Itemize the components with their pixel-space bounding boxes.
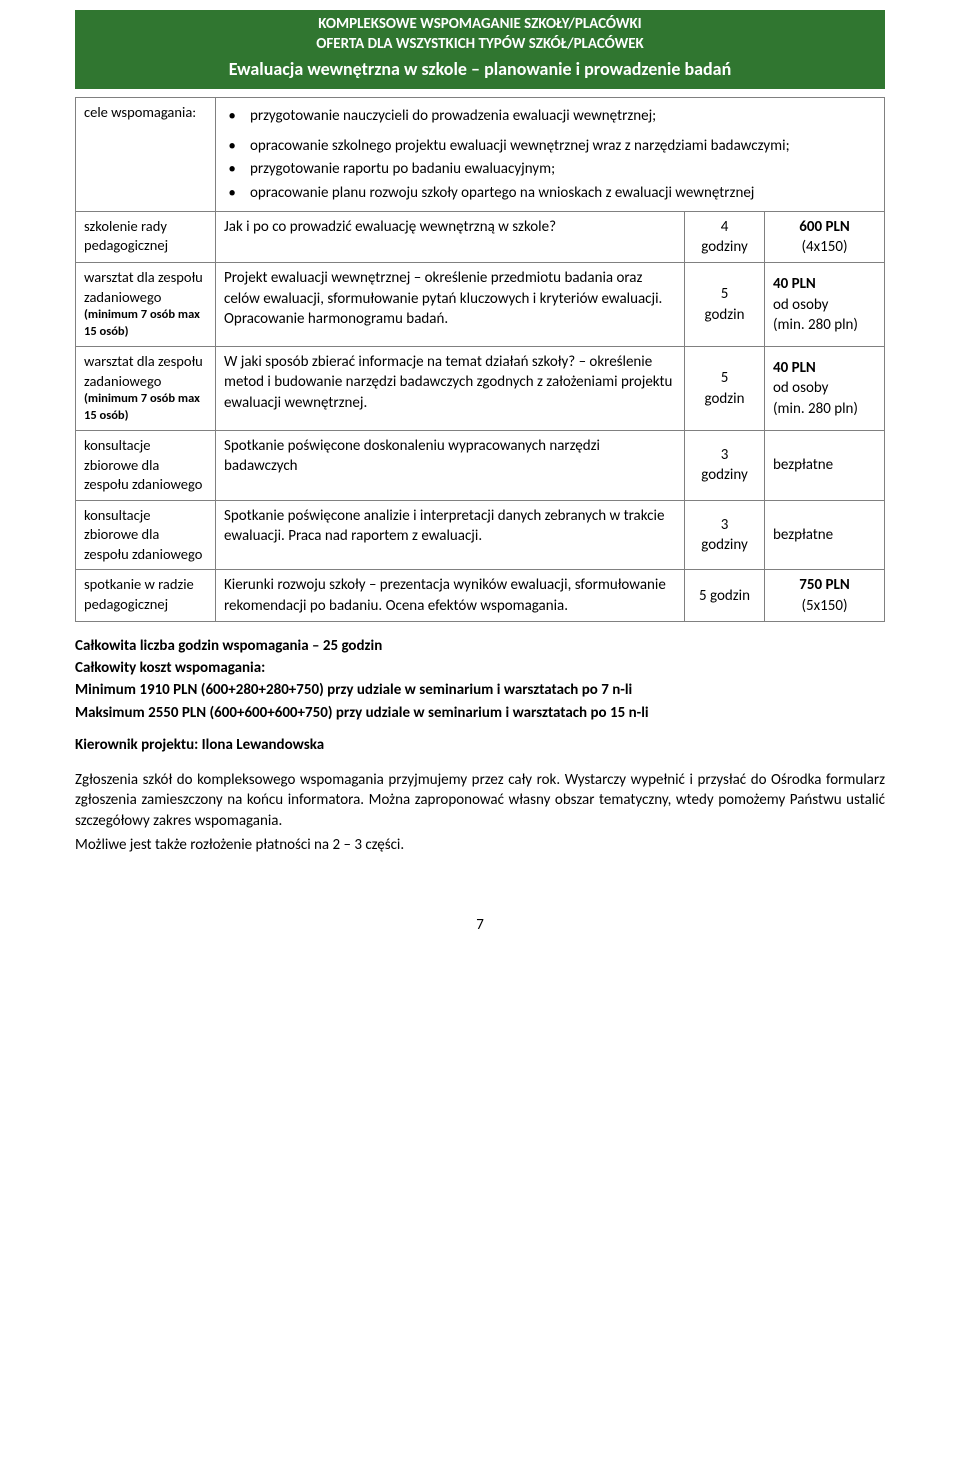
row-duration: 4 godziny: [685, 211, 765, 263]
row-label: konsultacje zbiorowe dla zespołu zdaniow…: [76, 500, 216, 570]
goals-row: cele wspomagania: przygotowanie nauczyci…: [76, 97, 885, 211]
row-desc: Spotkanie poświęcone doskonaleniu wyprac…: [216, 431, 685, 501]
total-max: Maksimum 2550 PLN (600+600+600+750) przy…: [75, 703, 885, 723]
duration-l1: 5: [693, 368, 756, 388]
offer-table: cele wspomagania: przygotowanie nauczyci…: [75, 97, 885, 622]
project-manager: Kierownik projektu: Ilona Lewandowska: [75, 735, 885, 755]
total-min: Minimum 1910 PLN (600+280+280+750) przy …: [75, 680, 885, 700]
row-price: bezpłatne: [765, 500, 885, 570]
goal-item: opracowanie planu rozwoju szkoły oparteg…: [246, 183, 876, 203]
price-l1: bezpłatne: [773, 455, 876, 475]
row-desc: Spotkanie poświęcone analizie i interpre…: [216, 500, 685, 570]
price-l2: (4x150): [773, 237, 876, 257]
row-duration: 3 godziny: [685, 431, 765, 501]
table-row: konsultacje zbiorowe dla zespołu zdaniow…: [76, 500, 885, 570]
duration-l2: godzin: [693, 389, 756, 409]
duration-l1: 3: [693, 515, 756, 535]
goal-item: opracowanie szkolnego projektu ewaluacji…: [246, 136, 876, 156]
row-price: 40 PLN od osoby (min. 280 pln): [765, 347, 885, 431]
price-l2: (5x150): [773, 596, 876, 616]
row-label-text: szkolenie rady pedagogicznej: [84, 217, 168, 255]
price-l1: 600 PLN: [773, 217, 876, 237]
page: KOMPLEKSOWE WSPOMAGANIE SZKOŁY/PLACÓWKI …: [0, 0, 960, 965]
footnote-section: Zgłoszenia szkół do kompleksowego wspoma…: [75, 770, 885, 855]
row-price: 750 PLN (5x150): [765, 570, 885, 622]
row-label: warsztat dla zespołu zadaniowego (minimu…: [76, 347, 216, 431]
row-desc: Projekt ewaluacji wewnętrznej – określen…: [216, 263, 685, 347]
duration-l1: 4: [693, 217, 756, 237]
banner-line-1: KOMPLEKSOWE WSPOMAGANIE SZKOŁY/PLACÓWKI: [85, 14, 875, 34]
total-hours: Całkowita liczba godzin wspomagania – 25…: [75, 636, 885, 656]
duration-l1: 3: [693, 445, 756, 465]
row-duration: 5 godzin: [685, 570, 765, 622]
row-label-text: warsztat dla zespołu zadaniowego: [84, 352, 207, 391]
table-row: szkolenie rady pedagogicznej Jak i po co…: [76, 211, 885, 263]
price-l2: od osoby: [773, 295, 876, 315]
duration-l2: godziny: [693, 535, 756, 555]
row-price: 600 PLN (4x150): [765, 211, 885, 263]
duration-l2: godziny: [693, 465, 756, 485]
row-label-small: (minimum 7 osób max 15 osób): [84, 391, 207, 425]
row-label-text: warsztat dla zespołu zadaniowego: [84, 268, 207, 307]
duration-l2: godzin: [693, 305, 756, 325]
header-banner: KOMPLEKSOWE WSPOMAGANIE SZKOŁY/PLACÓWKI …: [75, 10, 885, 89]
row-desc: Jak i po co prowadzić ewaluację wewnętrz…: [216, 211, 685, 263]
row-duration: 5 godzin: [685, 347, 765, 431]
table-row: konsultacje zbiorowe dla zespołu zdaniow…: [76, 431, 885, 501]
duration-l1: 5 godzin: [693, 586, 756, 606]
footnote-p1: Zgłoszenia szkół do kompleksowego wspoma…: [75, 770, 885, 831]
table-row: warsztat dla zespołu zadaniowego (minimu…: [76, 347, 885, 431]
footnote-p2: Możliwe jest także rozłożenie płatności …: [75, 835, 885, 855]
row-duration: 3 godziny: [685, 500, 765, 570]
row-label: konsultacje zbiorowe dla zespołu zdaniow…: [76, 431, 216, 501]
price-l1: 750 PLN: [773, 575, 876, 595]
row-desc: Kierunki rozwoju szkoły – prezentacja wy…: [216, 570, 685, 622]
price-l1: 40 PLN: [773, 274, 876, 294]
banner-line-2: OFERTA DLA WSZYSTKICH TYPÓW SZKÓŁ/PLACÓW…: [85, 34, 875, 54]
table-row: warsztat dla zespołu zadaniowego (minimu…: [76, 263, 885, 347]
price-l1: 40 PLN: [773, 358, 876, 378]
row-label-small: (minimum 7 osób max 15 osób): [84, 307, 207, 341]
total-cost-label: Całkowity koszt wspomagania:: [75, 658, 885, 678]
price-l3: (min. 280 pln): [773, 315, 876, 335]
goal-item: przygotowanie raportu po badaniu ewaluac…: [246, 159, 876, 179]
price-l2: od osoby: [773, 378, 876, 398]
row-label: warsztat dla zespołu zadaniowego (minimu…: [76, 263, 216, 347]
row-price: 40 PLN od osoby (min. 280 pln): [765, 263, 885, 347]
row-desc: W jaki sposób zbierać informacje na tema…: [216, 347, 685, 431]
price-l3: (min. 280 pln): [773, 399, 876, 419]
goals-label: cele wspomagania:: [76, 97, 216, 211]
row-price: bezpłatne: [765, 431, 885, 501]
goal-item: przygotowanie nauczycieli do prowadzenia…: [246, 106, 876, 126]
duration-l2: godziny: [693, 237, 756, 257]
price-l1: bezpłatne: [773, 525, 876, 545]
row-label: spotkanie w radzie pedagogicznej: [76, 570, 216, 622]
goals-cell: przygotowanie nauczycieli do prowadzenia…: [216, 97, 885, 211]
duration-l1: 5: [693, 284, 756, 304]
page-number: 7: [75, 915, 885, 935]
row-duration: 5 godzin: [685, 263, 765, 347]
banner-title: Ewaluacja wewnętrzna w szkole – planowan…: [85, 57, 875, 81]
totals-section: Całkowita liczba godzin wspomagania – 25…: [75, 636, 885, 723]
table-row: spotkanie w radzie pedagogicznej Kierunk…: [76, 570, 885, 622]
row-label: szkolenie rady pedagogicznej: [76, 211, 216, 263]
